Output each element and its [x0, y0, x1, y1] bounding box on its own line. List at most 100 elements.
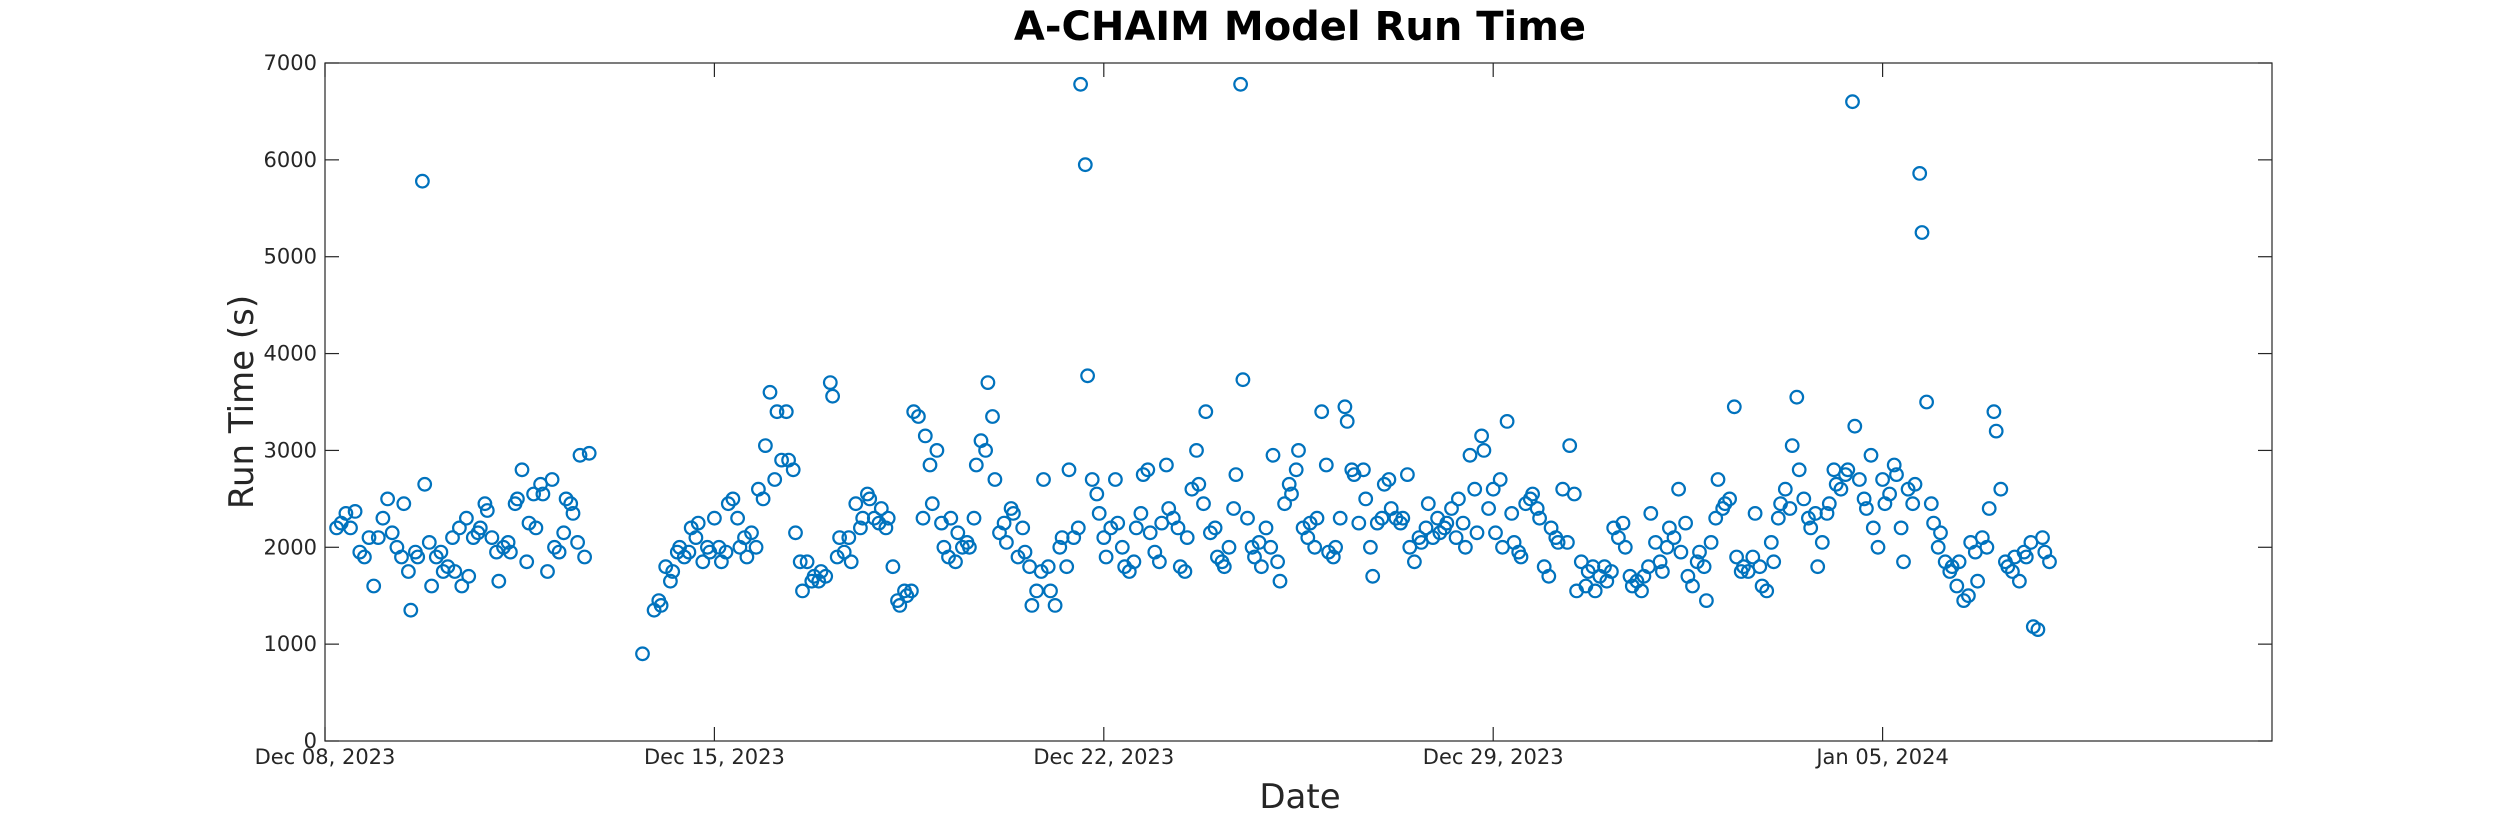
- data-point: [1840, 462, 1856, 478]
- data-point: [707, 510, 722, 526]
- data-point: [904, 583, 919, 599]
- data-point: [479, 503, 495, 518]
- data-point: [403, 602, 419, 618]
- data-point: [948, 554, 963, 570]
- data-point: [2004, 564, 2020, 579]
- data-point: [1814, 535, 1830, 550]
- data-point: [1107, 472, 1123, 487]
- data-point: [1796, 491, 1812, 507]
- data-point: [1351, 515, 1367, 531]
- data-point: [690, 515, 706, 531]
- x-tick-label: Dec 22, 2023: [1033, 745, 1174, 769]
- data-point: [1833, 481, 1849, 497]
- data-point: [1170, 520, 1186, 536]
- data-point: [421, 535, 437, 550]
- data-point: [695, 554, 711, 570]
- data-point: [1617, 539, 1633, 555]
- data-point: [725, 491, 741, 507]
- data-point: [535, 486, 551, 502]
- data-point: [1485, 481, 1501, 497]
- x-tick-label: Jan 05, 2024: [1814, 745, 1949, 769]
- data-point: [1492, 472, 1508, 487]
- data-point: [410, 549, 426, 565]
- data-point: [1228, 467, 1244, 483]
- data-point: [1474, 428, 1489, 444]
- data-point: [528, 520, 544, 536]
- data-point: [352, 544, 368, 560]
- data-point: [1189, 443, 1204, 458]
- data-point: [1893, 520, 1909, 536]
- data-point: [2018, 549, 2034, 565]
- data-point: [1358, 491, 1374, 507]
- data-point: [1432, 525, 1448, 541]
- data-point: [1791, 462, 1807, 478]
- data-point: [1270, 554, 1285, 570]
- data-point: [1135, 467, 1151, 483]
- data-point: [1692, 544, 1707, 560]
- data-point: [503, 544, 518, 560]
- data-point: [1696, 559, 1712, 575]
- data-point: [1481, 501, 1496, 516]
- data-point: [1810, 559, 1826, 575]
- data-point: [1529, 501, 1545, 516]
- data-point: [1951, 554, 1967, 570]
- data-point: [472, 520, 488, 536]
- data-point: [1587, 583, 1603, 599]
- data-point: [1221, 539, 1237, 555]
- data-point: [1226, 501, 1241, 516]
- data-point: [1960, 588, 1976, 604]
- data-point: [417, 476, 433, 492]
- data-point: [832, 530, 847, 545]
- data-point: [1562, 438, 1578, 454]
- data-point: [1126, 554, 1142, 570]
- data-point: [2000, 559, 2016, 575]
- data-point: [1550, 535, 1566, 550]
- data-point: [1052, 539, 1068, 555]
- data-point: [1325, 549, 1341, 565]
- data-point: [338, 506, 354, 521]
- data-point: [1789, 389, 1805, 405]
- data-point: [1914, 225, 1930, 240]
- data-point: [1889, 467, 1904, 483]
- data-point: [1993, 481, 2009, 497]
- data-point: [1532, 510, 1547, 526]
- data-point: [1926, 515, 1941, 531]
- data-point: [1318, 457, 1334, 473]
- data-point: [1455, 515, 1471, 531]
- y-tick-label: 3000: [264, 438, 317, 462]
- data-point: [347, 504, 363, 519]
- y-axis-label: Run Time (s): [222, 295, 262, 509]
- data-point: [484, 530, 500, 545]
- data-point: [1277, 496, 1292, 512]
- data-point: [1089, 486, 1105, 502]
- data-point: [1923, 496, 1939, 512]
- data-point: [962, 539, 977, 555]
- data-point: [955, 539, 970, 555]
- data-point: [384, 525, 400, 541]
- data-point: [1851, 472, 1867, 487]
- data-point: [1376, 476, 1392, 492]
- data-point: [1988, 423, 2004, 439]
- data-point: [1907, 476, 1923, 492]
- data-point: [1307, 539, 1323, 555]
- data-point: [1265, 447, 1281, 463]
- data-point: [1858, 501, 1874, 516]
- y-tick-label: 4000: [264, 342, 317, 366]
- data-point: [1198, 404, 1214, 420]
- data-point: [1710, 472, 1726, 487]
- data-point: [556, 525, 572, 541]
- data-point: [1603, 564, 1619, 579]
- y-tick-label: 7000: [264, 51, 317, 75]
- data-point: [1142, 525, 1158, 541]
- data-point: [1499, 414, 1515, 429]
- data-point: [841, 530, 857, 545]
- data-point: [1717, 496, 1733, 512]
- data-point: [978, 443, 993, 458]
- data-point: [1128, 520, 1144, 536]
- data-point: [1525, 486, 1540, 502]
- data-point: [788, 525, 803, 541]
- data-point: [1253, 559, 1269, 575]
- data-point: [1698, 593, 1714, 608]
- data-point: [1309, 510, 1325, 526]
